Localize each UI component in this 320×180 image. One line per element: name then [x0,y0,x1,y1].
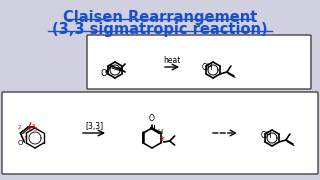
Text: 1: 1 [24,136,27,141]
Text: Claisen Rearrangement: Claisen Rearrangement [63,10,257,25]
Text: 2: 2 [21,130,25,135]
Text: [3,3]: [3,3] [85,122,103,131]
Text: 2: 2 [18,125,21,130]
Text: (3,3 sigmatropic reaction): (3,3 sigmatropic reaction) [52,22,268,37]
Text: O: O [149,114,155,123]
Text: heat: heat [163,56,181,65]
Text: H: H [158,129,163,135]
Text: 3: 3 [33,127,37,132]
Text: O: O [101,69,108,78]
Text: 3: 3 [31,123,35,129]
Text: *: * [159,136,164,146]
Text: OH: OH [260,131,272,140]
Text: O: O [18,140,23,146]
FancyBboxPatch shape [2,92,318,174]
FancyBboxPatch shape [87,35,311,89]
Text: OH: OH [201,63,213,72]
